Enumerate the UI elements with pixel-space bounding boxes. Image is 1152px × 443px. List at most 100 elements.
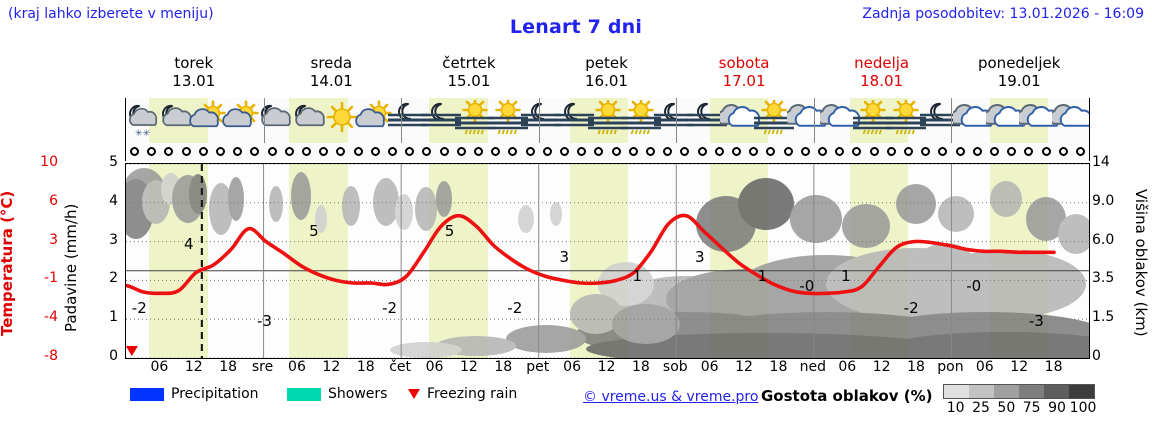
colorbar-tick: 50 (997, 400, 1016, 416)
temperature-tick: -4 (44, 309, 58, 326)
x-axis-label: 06 (425, 359, 444, 375)
temperature-point-label: 3 (559, 247, 569, 266)
colorbar-segment (1019, 385, 1044, 398)
x-axis-label: 18 (1044, 359, 1063, 375)
hour-marker-row (125, 143, 1090, 161)
colorbar-segment (994, 385, 1019, 398)
legend-precipitation: Precipitation (130, 386, 259, 402)
page-header: (kraj lahko izberete v meniju) Lenart 7 … (0, 0, 1152, 38)
cloud-height-tick: 14 (1092, 154, 1110, 170)
x-axis-label: pet (526, 359, 550, 375)
hour-dot (903, 147, 913, 156)
cloud-height-tick: 9.0 (1092, 192, 1115, 209)
cloud-density-colorbar (943, 384, 1095, 399)
day-name: ponedeljek (977, 54, 1061, 72)
day-separator (676, 98, 678, 143)
hour-dot (267, 147, 277, 156)
temperature-point-label: 5 (444, 221, 455, 240)
sun-cloud-icon (189, 100, 229, 141)
hour-dot (336, 147, 346, 156)
day-header-sreda: sreda 14.01 (263, 54, 401, 90)
colorbar-segment (1069, 385, 1094, 398)
cloud-height-axis-title: Višina oblakov (km) (1132, 188, 1150, 337)
day-name: nedelja (854, 54, 910, 72)
hour-dot (181, 147, 191, 156)
hour-dot (233, 147, 243, 156)
day-header-sobota: sobota 17.01 (675, 54, 813, 90)
hour-dot (869, 147, 879, 156)
hour-dot (989, 147, 999, 156)
day-date: 14.01 (309, 72, 353, 90)
x-axis-label: 18 (356, 359, 375, 375)
hour-dot (508, 147, 518, 156)
hour-dot (611, 147, 621, 156)
x-axis-label: čet (389, 359, 412, 375)
temperature-point-label: -2 (507, 299, 523, 318)
colorbar-segment (1044, 385, 1069, 398)
cloud-icon (985, 100, 1026, 141)
x-axis-labels: 06 12 18 sre 06 12 18 čet 06 12 18 pet 06 12 18 sob 06 12… (125, 359, 1088, 379)
colorbar-segment (944, 385, 969, 398)
temperature-tick: -8 (44, 348, 58, 364)
day-separator (538, 98, 540, 143)
forecast-plot-area: -2 4 -3 5 -2 5 -2 3 1 3 1 -0 1 -2 -0 -3 (125, 163, 1090, 359)
precipitation-tick: 1 (109, 309, 118, 326)
cloud-density-label: Gostota oblakov (%) (761, 387, 933, 405)
cloud-height-tick: 6.0 (1092, 231, 1115, 248)
x-axis-label: 12 (735, 359, 753, 375)
moon-fog-icon (554, 100, 595, 141)
hour-dot (1007, 147, 1017, 156)
hour-dot (353, 147, 363, 156)
svg-text:✳✳: ✳✳ (135, 129, 151, 139)
sun-cloud-icon (355, 100, 395, 141)
hour-dot (147, 147, 157, 156)
precipitation-tick: 3 (109, 231, 118, 248)
day-separator (401, 98, 403, 143)
hour-dot (474, 147, 484, 156)
hour-dot (697, 147, 707, 156)
temperature-point-label: -2 (903, 299, 919, 318)
hour-dot (302, 147, 312, 156)
temperature-point-label: -0 (966, 276, 982, 295)
cloud-icon (819, 100, 860, 141)
colorbar-segment (969, 385, 994, 398)
temperature-tick: 6 (49, 192, 58, 209)
temperature-point-label: -0 (799, 276, 815, 295)
weather-icon-strip: ✳✳ (125, 98, 1090, 143)
x-axis-label: 12 (1010, 359, 1029, 375)
hour-dot (852, 147, 862, 156)
sun-fog-icon (886, 100, 927, 141)
hour-dot (422, 147, 432, 156)
legend-freezing-rain: Freezing rain (408, 386, 517, 402)
moon-cloud-snow-icon: ✳✳ (126, 100, 163, 141)
hour-dot (1075, 147, 1085, 156)
temperature-point-label: 1 (632, 267, 643, 285)
day-header-torek: torek 13.01 (125, 54, 263, 90)
hour-dot (594, 147, 604, 156)
hour-dot (130, 147, 140, 156)
cloud-icon (1052, 100, 1089, 141)
x-axis-label: 06 (150, 359, 169, 375)
colorbar-tick: 90 (1048, 400, 1066, 416)
colorbar-tick: 100 (1069, 400, 1097, 416)
colorbar-tick: 10 (946, 400, 965, 416)
temperature-point-label: -2 (382, 299, 398, 318)
hour-dot (714, 147, 724, 156)
hour-dot (800, 147, 810, 156)
x-axis-label: 18 (907, 359, 925, 375)
copyright-link[interactable]: © vreme.us & vreme.pro (583, 389, 759, 405)
x-axis-label: sre (251, 359, 274, 375)
day-header-petek: petek 16.01 (538, 54, 676, 90)
precipitation-tick: 0 (109, 348, 118, 364)
showers-swatch (287, 387, 321, 401)
day-name: četrtek (442, 54, 496, 72)
x-axis-label: 06 (563, 359, 581, 375)
temperature-point-label: 4 (183, 234, 194, 253)
hour-dot (370, 147, 380, 156)
cloud-density-scale-labels: 10 25 50 75 90 100 (938, 400, 1108, 418)
day-date: 15.01 (447, 72, 491, 90)
legend-row: Precipitation Showers Freezing rain (0, 386, 1152, 416)
hour-dot (835, 147, 845, 156)
legend-precipitation-label: Precipitation (171, 386, 259, 402)
